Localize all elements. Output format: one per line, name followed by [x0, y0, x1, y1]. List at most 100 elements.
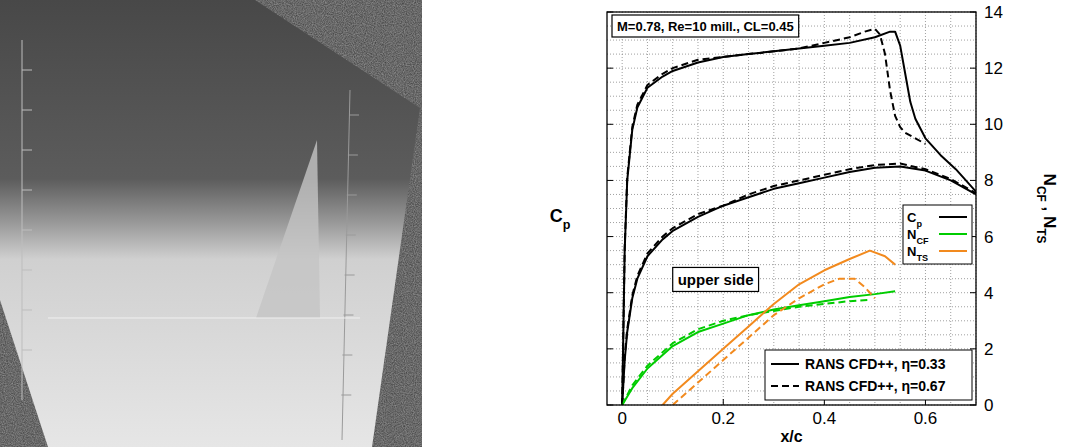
condition-label-box	[612, 15, 799, 37]
grid-line	[607, 292, 976, 293]
marker-tick	[342, 355, 352, 356]
grid-line	[607, 278, 976, 279]
y-tick-left	[607, 12, 613, 13]
marker-line	[48, 318, 360, 319]
x-tick	[723, 399, 724, 405]
y-tick-right	[970, 348, 976, 349]
grid-line	[607, 124, 976, 125]
series-line	[622, 164, 976, 405]
y-tick-right	[970, 180, 976, 181]
legend-swatch	[939, 216, 967, 218]
x-tick-label: 0.2	[711, 409, 735, 428]
grid-line	[607, 82, 976, 83]
y-axis-title-left: Cp	[550, 206, 571, 232]
y-tick-label: 12	[984, 59, 1003, 78]
y-tick-label: 4	[984, 284, 993, 303]
grid-line	[607, 334, 976, 335]
series-line	[622, 29, 925, 405]
plot-frame	[607, 12, 976, 405]
side-label: upper side	[678, 271, 754, 288]
y-tick-right	[970, 68, 976, 69]
x-tick-label: 0	[617, 409, 626, 428]
grid-line	[607, 54, 976, 55]
y-tick-label: 14	[984, 3, 1003, 22]
side-label-group: upper side	[673, 267, 759, 291]
marker-tick	[22, 190, 32, 191]
x-axis-title: x/c	[780, 428, 802, 445]
marker-tick	[22, 350, 32, 351]
grid-line	[607, 348, 976, 349]
condition-label: M=0.78, Re=10 mill., CL=0.45	[617, 19, 794, 34]
figure: 0 2 4 6 8 10 12 14 0 0.2 0.4 0.6 x/c Cp NCF , NTS M=0.7…	[0, 0, 1091, 447]
series-line	[622, 32, 976, 405]
case-label: RANS CFD++, η=0.67	[805, 378, 946, 394]
photo-background	[0, 0, 422, 447]
marker-tick	[344, 315, 354, 316]
case-legend-box	[765, 350, 972, 400]
marker-tick	[341, 395, 351, 396]
grid-line	[647, 12, 648, 405]
grid-line	[824, 12, 825, 405]
series-line	[622, 166, 976, 405]
marker-tick	[22, 70, 32, 71]
marker-tick	[347, 195, 357, 196]
grid-line	[607, 180, 976, 181]
y-tick-right	[970, 292, 976, 293]
grid-line	[607, 138, 976, 139]
y-tick-left	[607, 68, 613, 69]
y-tick-left	[607, 348, 613, 349]
marker-tick	[22, 270, 32, 271]
case-swatch	[771, 385, 799, 387]
grid-line	[607, 166, 976, 167]
y-tick-left	[607, 180, 613, 181]
case-swatch	[771, 363, 799, 365]
grid-line	[607, 68, 976, 69]
marker-tick	[22, 150, 32, 151]
grid-line	[607, 152, 976, 153]
marker-line	[22, 40, 23, 400]
y-tick-right	[970, 12, 976, 13]
grid-line	[849, 12, 850, 405]
y-tick-left	[607, 236, 613, 237]
marker-tick	[345, 275, 355, 276]
grid-line	[607, 194, 976, 195]
legend-box	[903, 205, 972, 264]
y-tick-label: 6	[984, 228, 993, 247]
case-label: RANS CFD++, η=0.33	[805, 356, 946, 372]
marker-tick	[22, 230, 32, 231]
y-tick-right	[970, 405, 976, 406]
marker-tick	[346, 235, 356, 236]
y-tick-left	[607, 292, 613, 293]
grid-line	[607, 96, 976, 97]
marker-line	[342, 90, 350, 440]
legend: CpNCFNTS	[903, 205, 972, 264]
y-tick-left	[607, 124, 613, 125]
grid-line	[607, 320, 976, 321]
y-tick-label: 2	[984, 340, 993, 359]
x-tick-label: 0.4	[813, 409, 837, 428]
y-tick-label: 0	[984, 396, 993, 415]
grid-line	[773, 12, 774, 405]
y-tick-left	[607, 405, 613, 406]
marker-tick	[22, 110, 32, 111]
grid-line	[607, 40, 976, 41]
y-tick-right	[970, 124, 976, 125]
condition-label-group: M=0.78, Re=10 mill., CL=0.45	[612, 15, 799, 37]
marker-tick	[22, 310, 32, 311]
y-axis-title-right: NCF , NTS	[1034, 174, 1059, 244]
marker-tick	[348, 155, 358, 156]
chart: 0 2 4 6 8 10 12 14 0 0.2 0.4 0.6 x/c Cp NCF , NTS M=0.7…	[550, 3, 1059, 445]
plot-background	[607, 12, 976, 405]
grid-line	[900, 12, 901, 405]
side-label-box	[673, 267, 759, 291]
legend-swatch	[939, 250, 967, 252]
y-tick-label: 10	[984, 115, 1003, 134]
y-tick-label: 8	[984, 171, 993, 190]
x-tick	[622, 399, 623, 405]
curves	[622, 29, 976, 405]
photo-noise	[0, 0, 422, 447]
x-tick-label: 0.6	[914, 409, 938, 428]
turbulent-wedge	[256, 140, 320, 318]
grid-line	[607, 110, 976, 111]
wing	[0, 0, 420, 447]
